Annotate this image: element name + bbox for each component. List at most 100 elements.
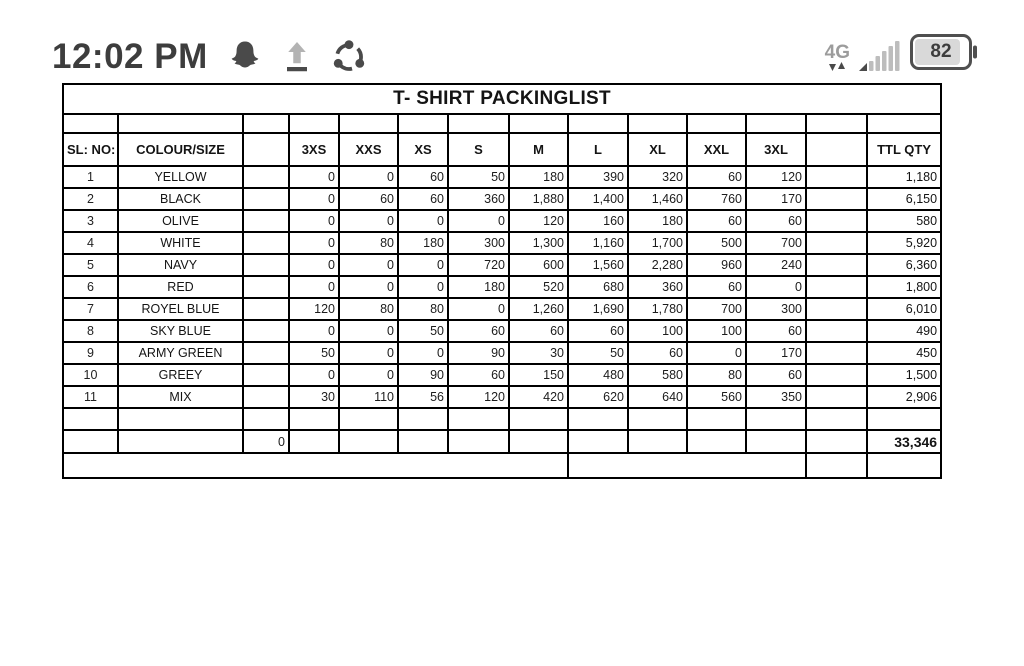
qty-cell: 390 — [567, 165, 629, 189]
spacer-cell — [242, 297, 290, 321]
spacer-cell — [805, 319, 868, 343]
qty-cell: 0 — [288, 319, 340, 343]
qty-cell: 320 — [627, 165, 688, 189]
qty-cell: 30 — [288, 385, 340, 409]
qty-cell: 180 — [447, 275, 510, 299]
column-header — [242, 132, 290, 167]
qty-cell: 720 — [447, 253, 510, 277]
qty-cell: 1,460 — [627, 187, 688, 211]
qty-cell: 0 — [288, 231, 340, 255]
sl-cell — [62, 429, 119, 454]
column-header: L — [567, 132, 629, 167]
ttl-cell: 5,920 — [865, 231, 943, 255]
header-row: SL: NO: COLOUR/SIZE 3XS XXS XS S M L XL XXL 3XL TTL… — [62, 132, 943, 167]
network-type-label: 4G — [824, 42, 850, 63]
ttl-cell: 2,906 — [865, 385, 943, 409]
status-bar-right: 4G 82 — [824, 34, 977, 71]
ttl-cell: 580 — [865, 209, 943, 233]
qty-cell: 1,780 — [627, 297, 688, 321]
battery-nub — [973, 45, 977, 59]
spacer-cell — [805, 297, 868, 321]
partial-bottom-row — [62, 452, 943, 479]
partial-spacer-cell — [805, 452, 868, 479]
spacer-cell — [242, 341, 290, 365]
battery-percent: 82 — [930, 41, 952, 62]
spacer-cell — [447, 407, 510, 431]
colour-cell: RED — [117, 275, 244, 299]
qty-cell: 0 — [686, 341, 747, 365]
qty-cell — [627, 429, 688, 454]
qty-cell: 0 — [447, 297, 510, 321]
qty-cell: 50 — [397, 319, 449, 343]
ttl-cell: 1,500 — [865, 363, 943, 387]
qty-cell: 420 — [508, 385, 569, 409]
qty-cell — [686, 429, 747, 454]
spacer-cell — [805, 275, 868, 299]
battery-fill — [915, 39, 960, 65]
spacer-cell — [745, 407, 807, 431]
spacer-cell — [805, 231, 868, 255]
table-row: 4 WHITE 0 80 180 300 1,300 1,160 1,700 500 700 5,92… — [62, 231, 943, 255]
qty-cell: 120 — [447, 385, 510, 409]
colour-cell: NAVY — [117, 253, 244, 277]
table-body: T- SHIRT PACKINGLIST SL: NO: COLOUR/SIZE 3… — [61, 83, 943, 479]
qty-cell: 350 — [745, 385, 807, 409]
qty-cell: 80 — [338, 231, 399, 255]
grand-total-cell: 33,346 — [865, 429, 943, 454]
spacer-cell — [805, 429, 868, 454]
qty-cell: 700 — [686, 297, 747, 321]
qty-cell: 0 — [397, 253, 449, 277]
column-header: XS — [397, 132, 449, 167]
colour-cell: ARMY GREEN — [117, 341, 244, 365]
spacer-row — [62, 113, 943, 134]
qty-cell: 680 — [567, 275, 629, 299]
spacer-cell — [508, 407, 569, 431]
qty-cell: 300 — [745, 297, 807, 321]
qty-cell: 50 — [567, 341, 629, 365]
spacer-cell — [62, 113, 119, 134]
table-row: 5 NAVY 0 0 0 720 600 1,560 2,280 960 240 6,360 — [62, 253, 943, 277]
spacer-cell — [117, 407, 244, 431]
spacer-cell — [805, 407, 868, 431]
qty-cell: 60 — [686, 275, 747, 299]
qty-cell: 0 — [447, 209, 510, 233]
qty-cell: 60 — [686, 165, 747, 189]
qty-cell: 56 — [397, 385, 449, 409]
qty-cell: 160 — [567, 209, 629, 233]
qty-cell: 60 — [627, 341, 688, 365]
spacer-cell — [567, 407, 629, 431]
upload-icon — [286, 42, 307, 72]
spacer-cell — [242, 113, 290, 134]
qty-cell: 170 — [745, 341, 807, 365]
spacer-cell — [397, 407, 449, 431]
qty-cell: 60 — [447, 319, 510, 343]
qty-cell: 0 — [338, 165, 399, 189]
qty-cell: 60 — [745, 363, 807, 387]
table-row: 7 ROYEL BLUE 120 80 80 0 1,260 1,690 1,780 700 300… — [62, 297, 943, 321]
qty-cell — [745, 429, 807, 454]
sl-cell: 4 — [62, 231, 119, 255]
qty-cell: 0 — [338, 275, 399, 299]
qty-cell — [447, 429, 510, 454]
spacer-cell — [288, 407, 340, 431]
totals-row: 0 33,346 — [62, 429, 943, 454]
ttl-cell: 6,010 — [865, 297, 943, 321]
spacer-cell — [865, 113, 943, 134]
qty-cell: 960 — [686, 253, 747, 277]
spacer-cell — [338, 113, 399, 134]
column-header: 3XL — [745, 132, 807, 167]
spacer-cell — [242, 231, 290, 255]
qty-cell: 0 — [397, 341, 449, 365]
qty-cell: 80 — [686, 363, 747, 387]
title-row: T- SHIRT PACKINGLIST — [61, 83, 943, 115]
spacer-cell — [397, 113, 449, 134]
spacer-cell — [805, 385, 868, 409]
qty-cell: 0 — [288, 165, 340, 189]
spacer-cell — [242, 407, 290, 431]
sl-cell: 8 — [62, 319, 119, 343]
qty-cell: 60 — [338, 187, 399, 211]
qty-cell: 560 — [686, 385, 747, 409]
partial-ttl-cell — [865, 452, 943, 479]
spacer-cell — [567, 113, 629, 134]
table-row: 11 MIX 30 110 56 120 420 620 640 560 350 2,906 — [62, 385, 943, 409]
